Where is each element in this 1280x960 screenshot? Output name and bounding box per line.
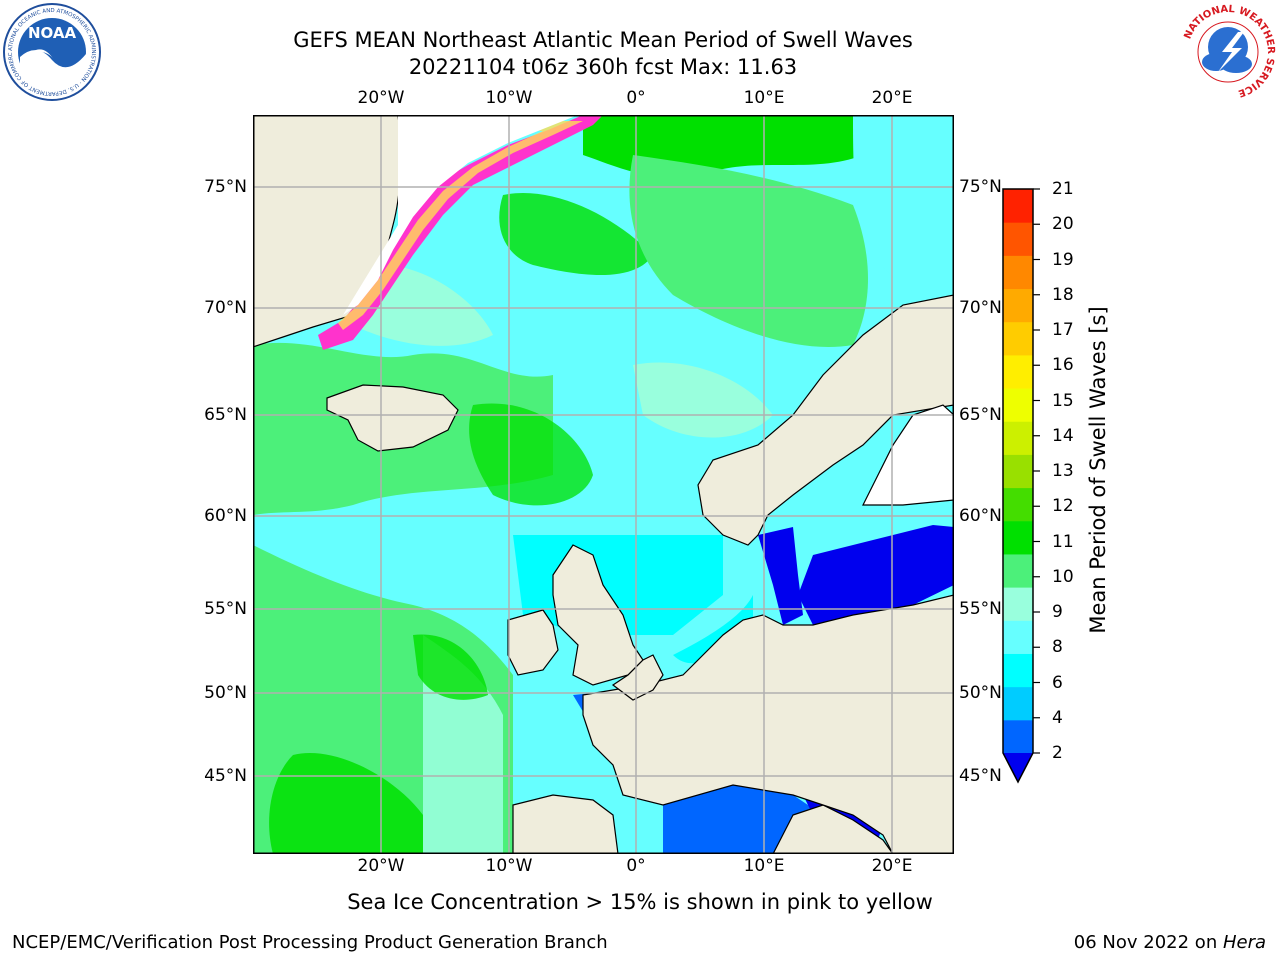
lon-label-top: 20°W (357, 88, 405, 108)
map-frame (253, 115, 954, 854)
colorbar-frame (1002, 188, 1034, 784)
lat-label-left: 50°N (204, 683, 247, 703)
lat-label-left: 60°N (204, 506, 247, 526)
svg-text:NOAA: NOAA (28, 24, 77, 42)
colorbar-band (1003, 487, 1033, 522)
colorbar-band (1003, 354, 1033, 389)
lat-label-right: 60°N (959, 506, 1002, 526)
iberia (512, 794, 619, 854)
lat-label-left: 45°N (204, 766, 247, 786)
colorbar-band (1003, 255, 1033, 290)
lat-label-left: 65°N (204, 405, 247, 425)
colorbar-tick-label: 9 (1052, 602, 1063, 622)
colorbar-band (1003, 288, 1033, 323)
colorbar-tick-label: 12 (1052, 496, 1074, 517)
colorbar-band (1003, 719, 1033, 754)
lat-label-right: 65°N (959, 405, 1002, 425)
chart-subtitle: 20221104 t06z 360h fcst Max: 11.63 (408, 55, 798, 79)
colorbar-tick-label: 20 (1052, 214, 1074, 235)
lat-label-right: 55°N (959, 599, 1002, 619)
colorbar-tick-marks (1033, 188, 1040, 754)
lon-label-bottom: 20°E (871, 856, 913, 876)
colorbar-tick-label: 11 (1052, 531, 1074, 552)
footer-date: 06 Nov 2022 on Hera (1074, 932, 1266, 953)
colorbar-band (1003, 653, 1033, 688)
colorbar-tick-label: 19 (1052, 249, 1074, 270)
colorbar-tick-label: 16 (1052, 355, 1074, 376)
colorbar-tick-label: 8 (1052, 637, 1063, 658)
colorbar-band (1003, 620, 1033, 654)
lon-label-top: 0° (626, 88, 646, 108)
colorbar-bands (1003, 189, 1033, 754)
colorbar-band (1003, 686, 1033, 721)
lon-label-bottom: 20°W (357, 856, 405, 876)
ice-region-finland (862, 404, 954, 506)
colorbar-tick-label: 18 (1052, 284, 1074, 305)
colorbar-tick-label: 13 (1052, 461, 1074, 481)
iceland (326, 384, 459, 452)
sea-ice-caption: Sea Ice Concentration > 15% is shown in … (347, 890, 933, 914)
lat-label-left: 70°N (204, 298, 247, 318)
colorbar-band (1003, 553, 1033, 588)
colorbar-band (1003, 388, 1033, 422)
colorbar-band (1003, 421, 1033, 455)
sea-ice-band (318, 115, 603, 350)
colorbar-band (1003, 454, 1033, 489)
map-panel (253, 115, 954, 854)
colorbar-tick-label: 2 (1052, 743, 1063, 763)
colorbar-band (1003, 222, 1033, 256)
footer-host: Hera (1222, 932, 1266, 953)
footer-credit: NCEP/EMC/Verification Post Processing Pr… (12, 932, 608, 953)
lat-label-right: 45°N (959, 766, 1002, 786)
colorbar-title: Mean Period of Swell Waves [s] (1086, 306, 1110, 634)
colorbar-under-triangle (1003, 753, 1033, 782)
colorbar-tick-label: 14 (1052, 425, 1074, 446)
colorbar-band (1003, 520, 1033, 555)
lon-label-bottom: 10°E (743, 856, 785, 876)
lon-label-bottom: 10°W (485, 856, 533, 876)
nws-logo: NATIONAL WEATHER SERVICE (1180, 4, 1276, 100)
colorbar-band (1003, 321, 1033, 356)
lon-label-top: 10°E (743, 88, 785, 108)
scandinavia (697, 294, 954, 546)
noaa-logo: NATIONAL OCEANIC AND ATMOSPHERIC ADMINIS… (2, 2, 101, 101)
lat-label-right: 50°N (959, 683, 1002, 703)
colorbar-tick-label: 10 (1052, 566, 1074, 587)
lon-label-bottom: 0° (626, 856, 646, 876)
lat-label-left: 55°N (204, 599, 247, 619)
colorbar (1002, 188, 1040, 784)
lon-label-top: 10°W (485, 88, 533, 108)
colorbar-tick-label: 15 (1052, 390, 1074, 411)
colorbar-tick-label: 17 (1052, 320, 1074, 340)
colorbar-band (1003, 587, 1033, 621)
lat-label-right: 75°N (959, 177, 1002, 197)
lat-label-left: 75°N (204, 177, 247, 197)
lat-label-right: 70°N (959, 298, 1002, 318)
footer-date-text: 06 Nov 2022 on (1073, 932, 1223, 953)
colorbar-tick-label: 4 (1052, 707, 1063, 728)
graticule (253, 115, 954, 854)
lon-label-top: 20°E (871, 88, 913, 108)
colorbar-tick-label: 21 (1052, 179, 1074, 199)
colorbar-tick-label: 6 (1052, 672, 1063, 693)
chart-title: GEFS MEAN Northeast Atlantic Mean Period… (293, 28, 913, 52)
continental-europe (582, 594, 954, 854)
colorbar-band (1003, 189, 1033, 223)
